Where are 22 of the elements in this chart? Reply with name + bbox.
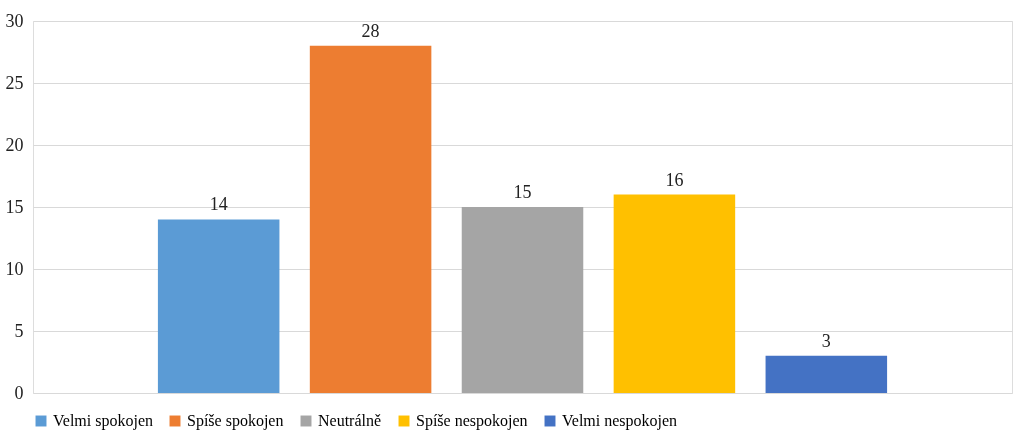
data-label: 15	[513, 182, 532, 202]
data-label: 16	[665, 169, 684, 190]
y-tick-label: 25	[5, 72, 24, 93]
legend-label: Neutrálně	[318, 412, 382, 429]
data-label: 28	[361, 20, 380, 41]
bar	[309, 45, 432, 393]
y-tick-label: 10	[5, 258, 24, 279]
legend-label: Velmi nespokojen	[562, 412, 678, 430]
bar	[765, 355, 888, 393]
y-tick-label: 20	[5, 134, 24, 155]
data-label: 14	[209, 194, 228, 215]
bar	[613, 194, 736, 393]
bar	[157, 219, 280, 393]
bar	[461, 207, 584, 393]
legend-label: Velmi spokojen	[53, 412, 153, 430]
legend-label: Spíše spokojen	[187, 412, 284, 430]
legend-label: Spíše nespokojen	[416, 412, 528, 430]
y-tick-label: 0	[14, 382, 24, 403]
data-label: 3	[821, 330, 831, 351]
y-tick-label: 30	[5, 10, 24, 31]
y-tick-label: 5	[14, 320, 24, 341]
y-tick-label: 15	[5, 196, 24, 217]
